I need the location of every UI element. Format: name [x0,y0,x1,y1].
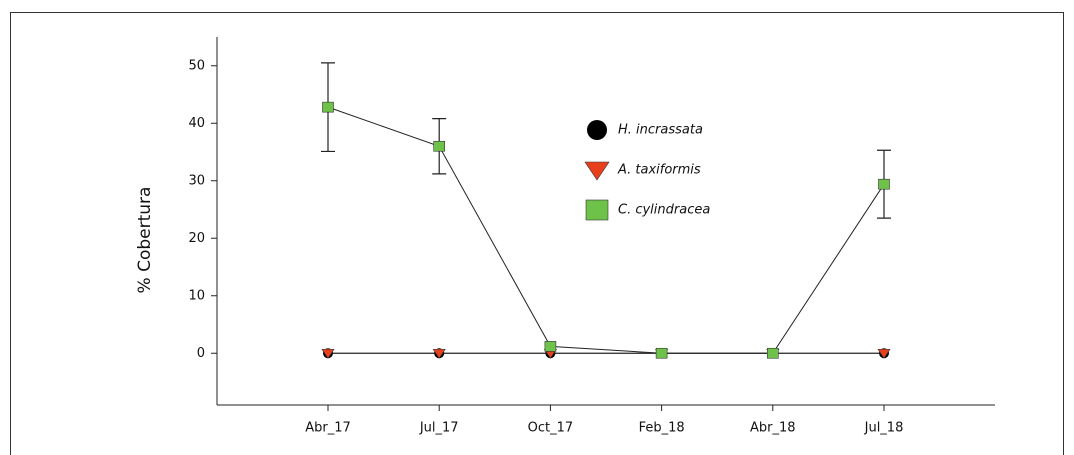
data-point [321,348,335,359]
x-tick-label: Jul_17 [419,421,459,436]
y-tick-label: 20 [188,231,205,246]
x-tick-label: Abr_18 [750,421,796,436]
x-tick-label: Jul_18 [864,421,904,436]
legend-marker [587,120,607,140]
y-tick-label: 10 [188,288,205,303]
legend-label: C. cylindracea [618,203,710,218]
data-point [432,348,446,359]
data-point [878,178,890,190]
frame [10,12,1064,455]
data-point [877,348,891,359]
legend-label: H. incrassata [618,123,703,138]
series-line [327,106,885,354]
data-point [322,101,334,113]
legend-label: A. taxiformis [617,163,701,178]
y-tick-label: 30 [188,173,205,188]
data-point [766,347,779,359]
legend-marker [584,161,610,181]
y-tick-label: 0 [197,346,205,361]
data-point [433,140,446,152]
x-tick-label: Oct_17 [528,421,574,436]
y-tick-label: 40 [188,116,205,131]
x-tick-label: Feb_18 [639,421,685,436]
y-tick-label: 50 [188,58,205,73]
y-axis-label: % Cobertura [135,187,155,294]
legend-marker [585,199,609,221]
data-point [544,341,557,352]
data-point [655,347,668,359]
x-tick-label: Abr_17 [305,421,351,436]
